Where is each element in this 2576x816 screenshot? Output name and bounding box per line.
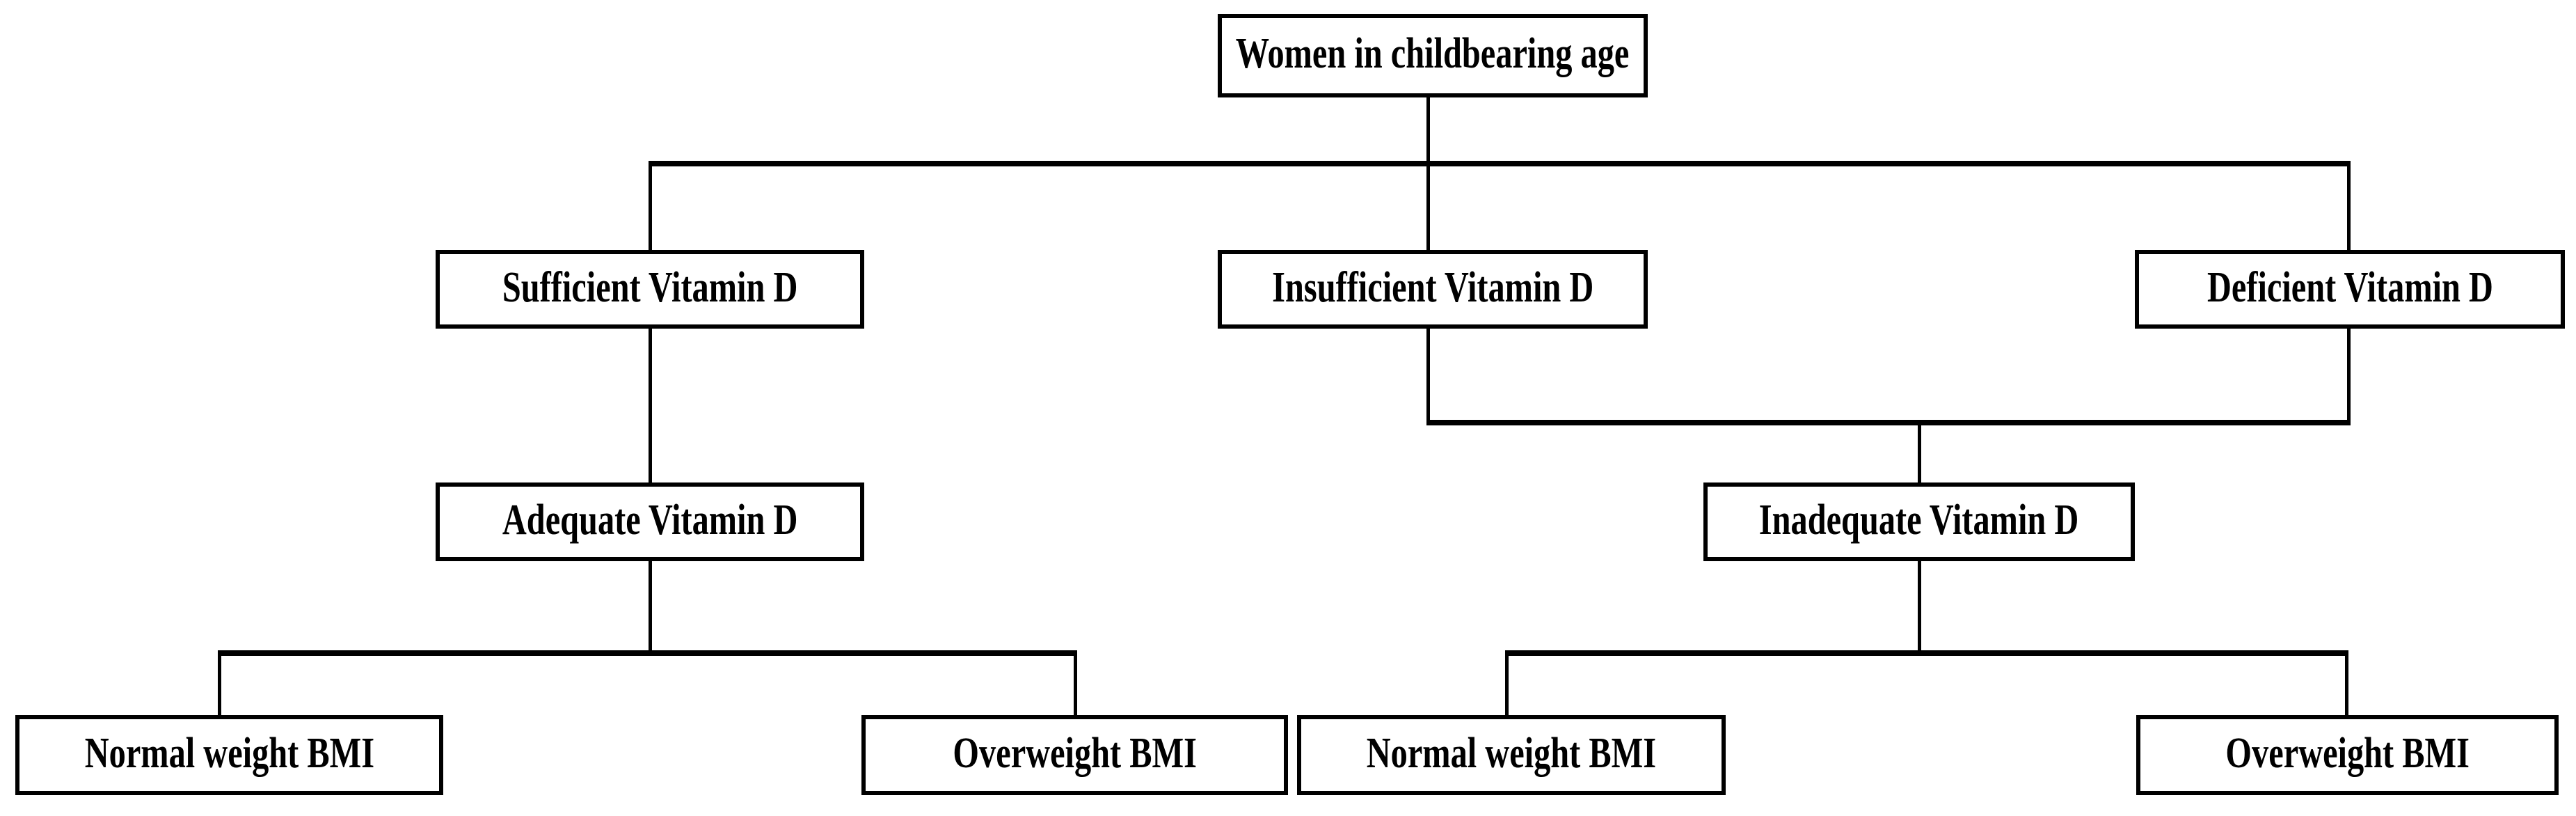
connector-rail-merge [1428, 420, 2351, 425]
node-label: Deficient Vitamin D [2207, 263, 2493, 311]
node-label: Overweight BMI [2225, 729, 2470, 777]
node-women-childbearing-age: Women in childbearing age [1218, 14, 1648, 97]
connector-to-normal-right [1505, 650, 1509, 715]
node-label: Sufficient Vitamin D [502, 263, 798, 311]
node-normal-weight-bmi-right: Normal weight BMI [1297, 715, 1726, 795]
connector-to-normal-left [218, 650, 221, 715]
node-label: Inadequate Vitamin D [1759, 496, 2079, 544]
connector-women-down [1426, 97, 1430, 250]
connector-to-overweight-right [2345, 650, 2348, 715]
node-label: Normal weight BMI [1366, 729, 1657, 777]
node-deficient-vitamin-d: Deficient Vitamin D [2135, 250, 2565, 329]
node-label: Adequate Vitamin D [502, 496, 798, 544]
connector-inadequate-down [1918, 561, 1921, 656]
connector-to-inadequate [1918, 420, 1921, 482]
connector-rail-top [650, 161, 2351, 166]
node-label: Normal weight BMI [84, 729, 374, 777]
node-label: Overweight BMI [953, 729, 1197, 777]
connector-to-overweight-left [1074, 650, 1077, 715]
connector-sufficient-adequate [649, 329, 652, 482]
connector-deficient-down [2347, 329, 2351, 425]
connector-insufficient-down [1426, 329, 1430, 425]
connector-rail-bottom-right [1506, 650, 2348, 656]
node-overweight-bmi-right: Overweight BMI [2136, 715, 2559, 795]
connector-to-deficient [2347, 161, 2351, 250]
connector-adequate-down [649, 561, 652, 656]
connector-rail-bottom-left [219, 650, 1077, 656]
node-adequate-vitamin-d: Adequate Vitamin D [436, 482, 864, 561]
connector-to-sufficient [649, 161, 652, 250]
node-label: Insufficient Vitamin D [1271, 263, 1594, 311]
node-sufficient-vitamin-d: Sufficient Vitamin D [436, 250, 864, 329]
node-inadequate-vitamin-d: Inadequate Vitamin D [1703, 482, 2135, 561]
node-normal-weight-bmi-left: Normal weight BMI [15, 715, 443, 795]
node-overweight-bmi-left: Overweight BMI [861, 715, 1288, 795]
node-label: Women in childbearing age [1236, 30, 1630, 77]
node-insufficient-vitamin-d: Insufficient Vitamin D [1218, 250, 1648, 329]
